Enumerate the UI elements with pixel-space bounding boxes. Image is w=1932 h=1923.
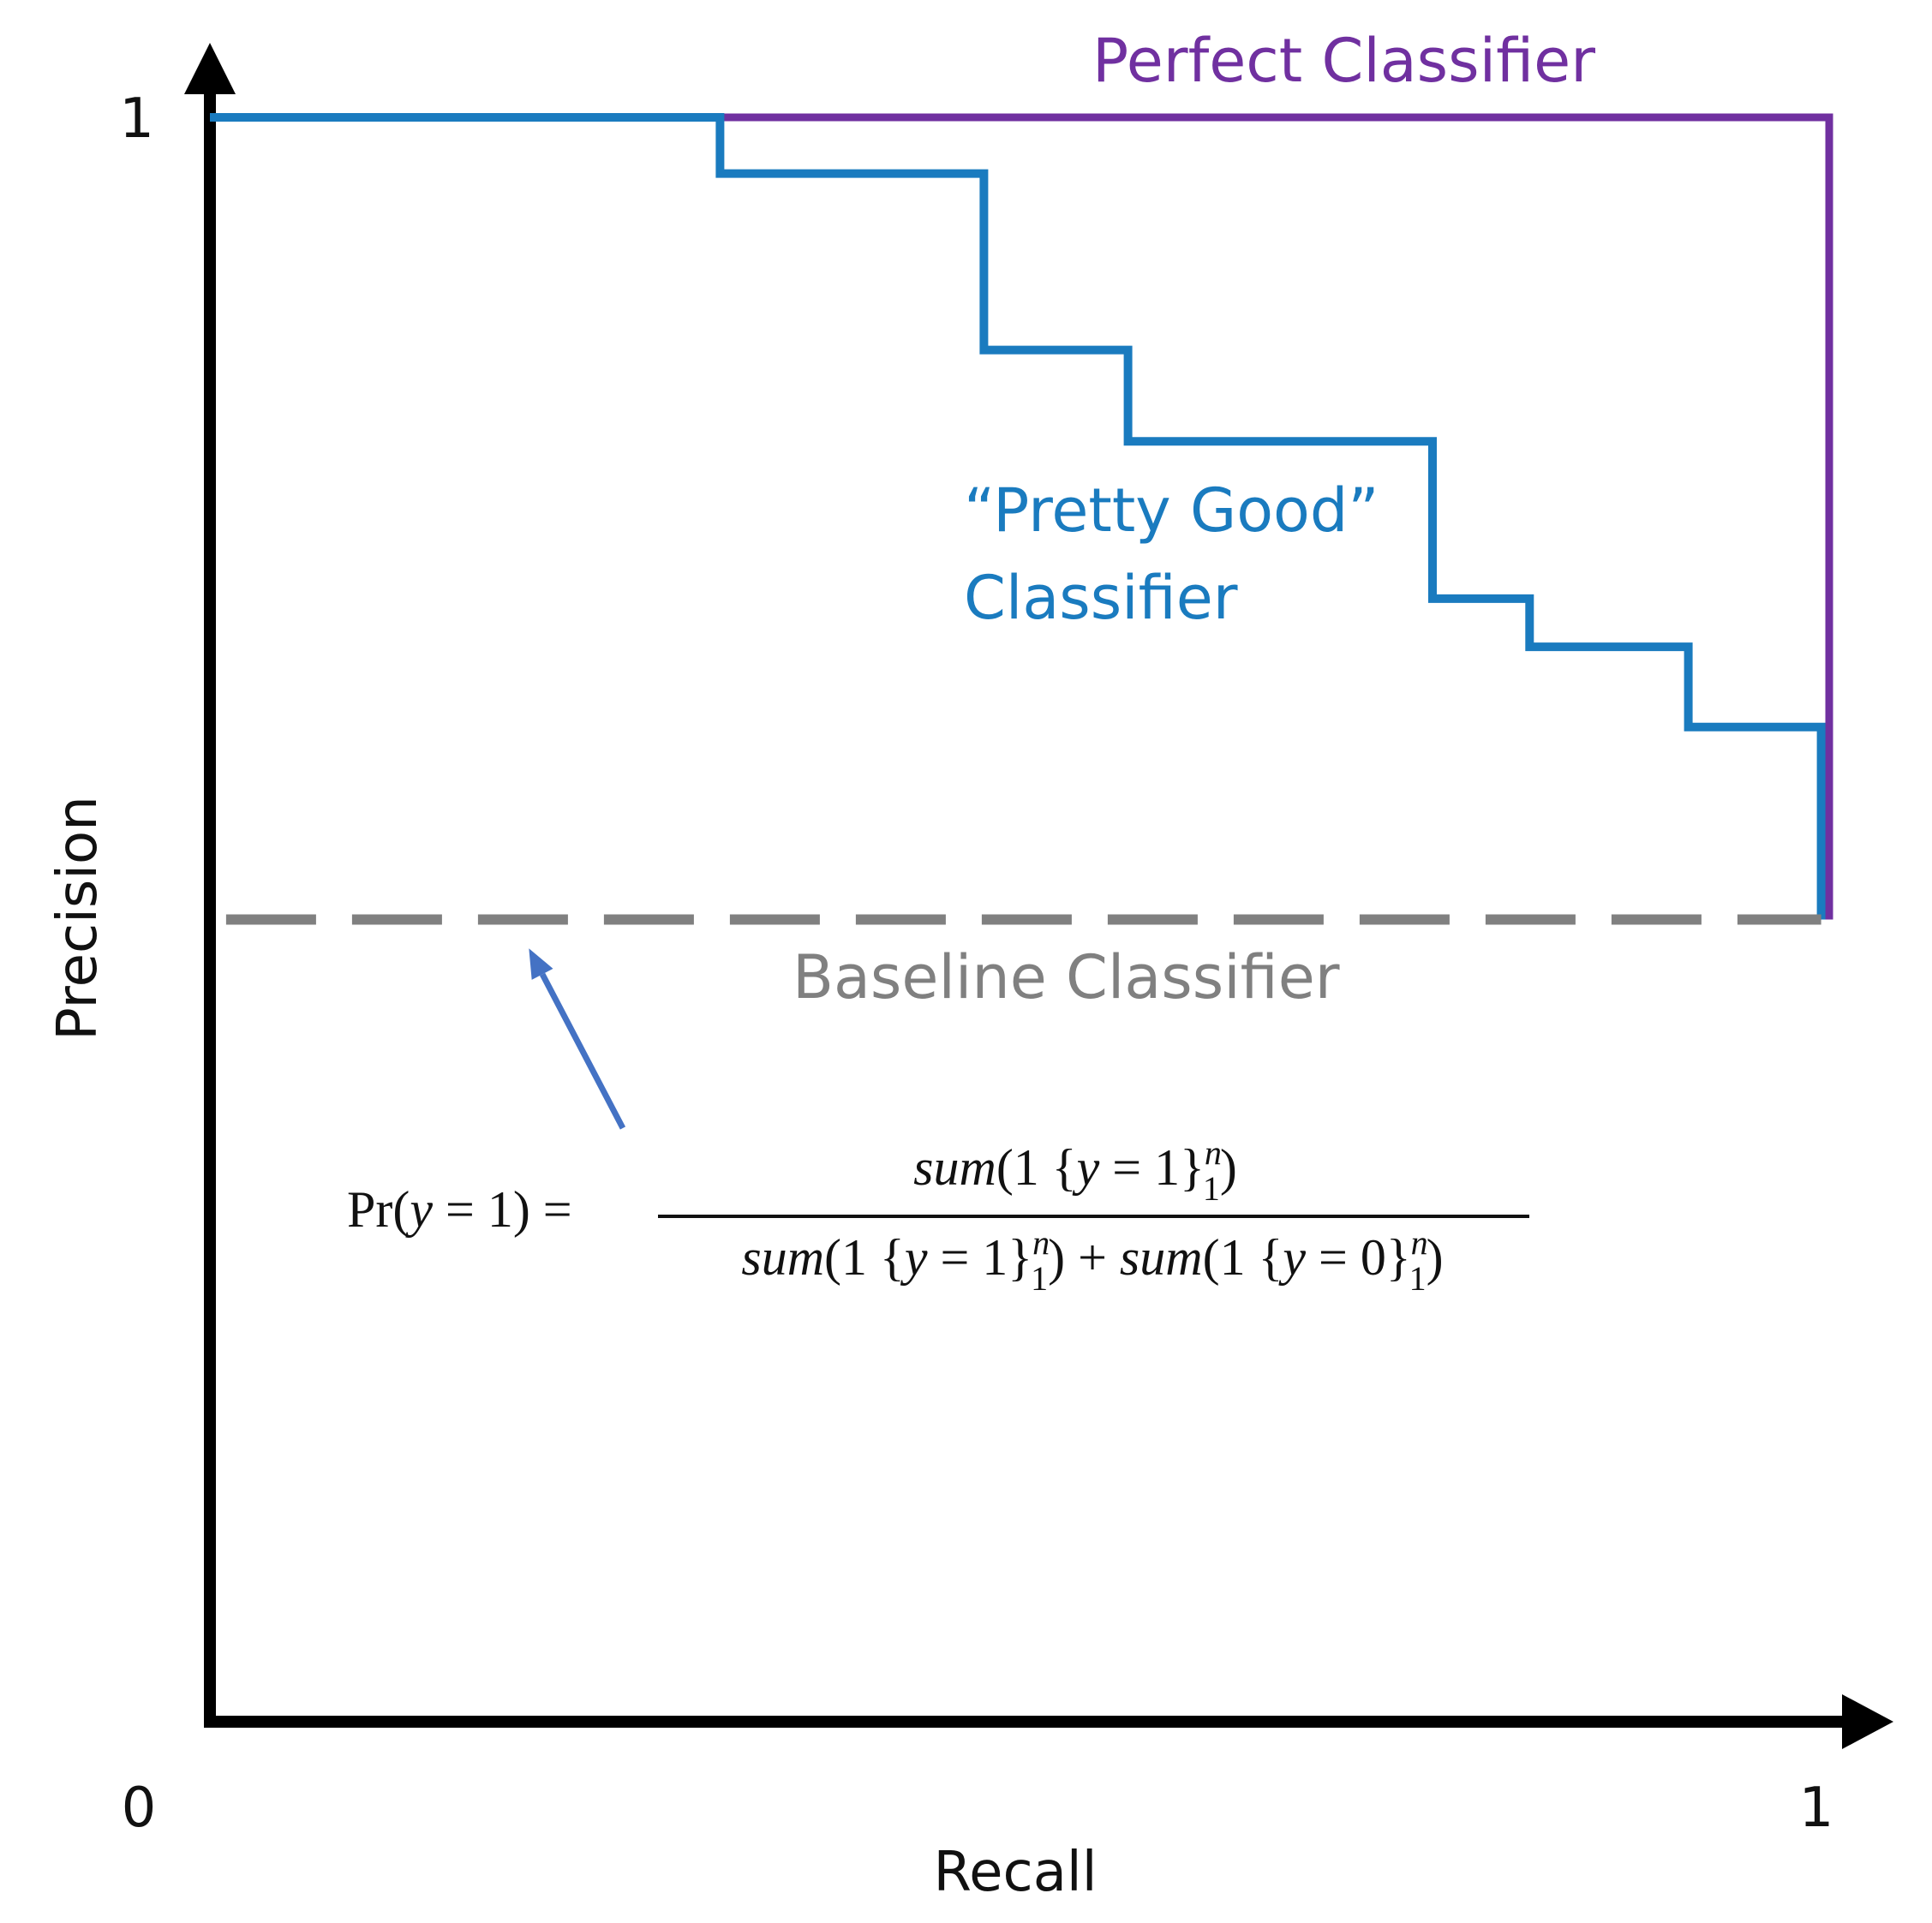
pretty-good-classifier-line bbox=[210, 113, 1826, 920]
annotation-arrowhead bbox=[529, 948, 553, 980]
baseline-formula: Pr(y = 1) = sum(1 {y = 1}n 1) sum(1 {y = … bbox=[347, 1133, 1529, 1298]
x-tick-label-1: 1 bbox=[1799, 1777, 1834, 1840]
baseline-classifier-label: Baseline Classifier bbox=[793, 942, 1340, 1012]
perfect-classifier-line bbox=[210, 113, 1833, 920]
series-layer bbox=[210, 113, 1833, 925]
formula-denominator: sum(1 {y = 1}n 1) + sum(1 {y = 0}n 1) bbox=[741, 1223, 1443, 1298]
formula-numerator: sum(1 {y = 1}n 1) bbox=[913, 1133, 1237, 1208]
pretty-good-classifier-label-line2: Classifier bbox=[964, 563, 1238, 633]
x-tick-label-0: 0 bbox=[122, 1777, 157, 1840]
y-axis-title: Precision bbox=[46, 796, 110, 1041]
x-axis-arrowhead bbox=[1842, 1694, 1893, 1749]
y-tick-label-1: 1 bbox=[119, 87, 154, 151]
y-axis-arrowhead bbox=[184, 43, 236, 94]
pretty-good-classifier-label-line1: “Pretty Good” bbox=[964, 475, 1379, 546]
annotation-arrow-shaft bbox=[539, 972, 626, 1130]
formula-lhs: Pr(y = 1) = bbox=[347, 1181, 572, 1238]
annotation-layer bbox=[529, 948, 626, 1130]
x-axis-title: Recall bbox=[934, 1841, 1098, 1904]
perfect-classifier-label: Perfect Classifier bbox=[1092, 26, 1595, 96]
